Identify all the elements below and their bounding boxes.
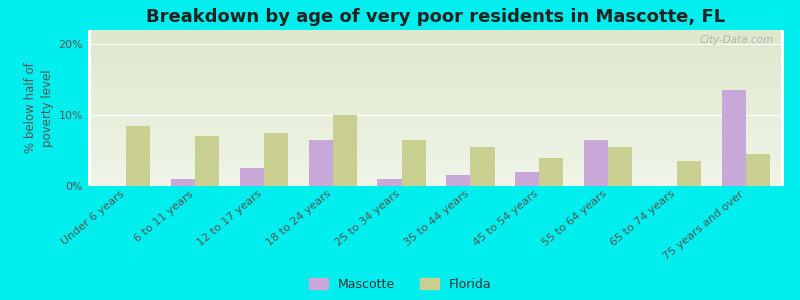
Bar: [378, 179, 402, 186]
Y-axis label: % below half of
poverty level: % below half of poverty level: [24, 63, 54, 153]
Bar: [309, 140, 333, 186]
Bar: [746, 154, 770, 186]
Text: City-Data.com: City-Data.com: [699, 35, 774, 45]
Bar: [722, 90, 746, 186]
Bar: [584, 140, 608, 186]
Bar: [170, 179, 195, 186]
Bar: [126, 126, 150, 186]
Bar: [608, 147, 632, 186]
Bar: [264, 133, 288, 186]
Bar: [446, 176, 470, 186]
Bar: [470, 147, 494, 186]
Bar: [539, 158, 563, 186]
Bar: [195, 136, 219, 186]
Bar: [677, 161, 702, 186]
Bar: [240, 168, 264, 186]
Legend: Mascotte, Florida: Mascotte, Florida: [309, 278, 491, 291]
Bar: [402, 140, 426, 186]
Bar: [333, 115, 357, 186]
Title: Breakdown by age of very poor residents in Mascotte, FL: Breakdown by age of very poor residents …: [146, 8, 726, 26]
Bar: [515, 172, 539, 186]
